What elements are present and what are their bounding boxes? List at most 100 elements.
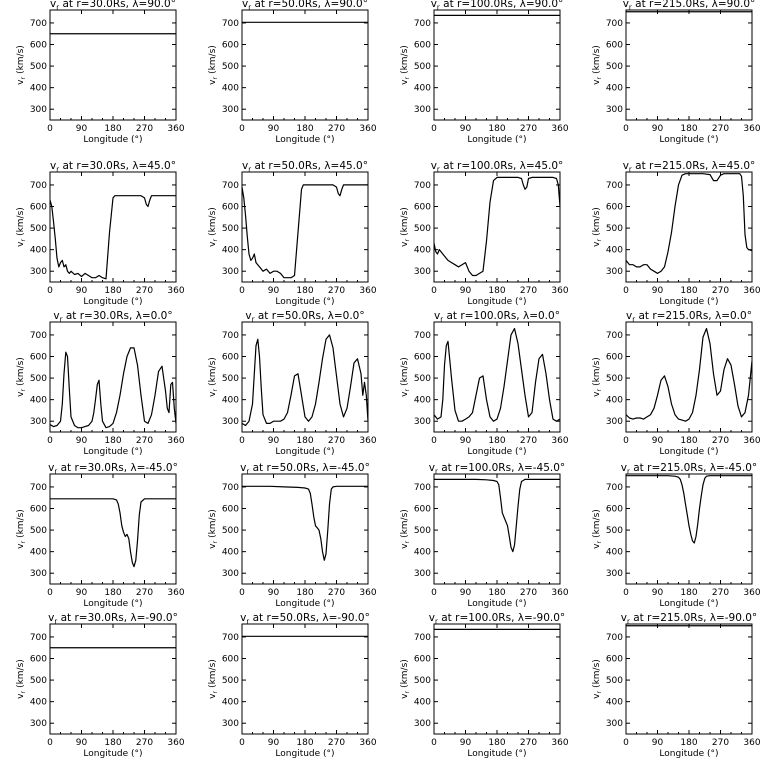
- x-tick-label: 360: [551, 738, 568, 748]
- y-tick-label: 500: [30, 526, 47, 536]
- x-tick-label: 270: [328, 124, 345, 134]
- y-tick-label: 600: [414, 655, 431, 665]
- panel-title-rest: at r=30.0Rs, λ=45.0°: [59, 160, 176, 172]
- plot-frame: [49, 9, 177, 121]
- x-axis-label: Longitude (°): [275, 297, 334, 307]
- y-tick-label: 300: [606, 569, 623, 579]
- y-tick-label: 600: [30, 203, 47, 213]
- x-axis-label: Longitude (°): [659, 297, 718, 307]
- series-line: [626, 475, 752, 544]
- panel-title: vr at r=100.0Rs, λ=-45.0°: [429, 462, 565, 476]
- panel-4-4: vr at r=215.0Rs, λ=-45.0° 0 90 180 270 360 300…: [592, 462, 761, 609]
- y-tick-label: 500: [30, 62, 47, 72]
- x-axis-label: Longitude (°): [467, 135, 526, 145]
- panel-3-2: vr at r=50.0Rs, λ=0.0° 0 90 180 270 360 300 400…: [208, 310, 377, 457]
- panel-title-rest: at r=215.0Rs, λ=45.0°: [632, 160, 755, 172]
- y-tick-label: 400: [222, 548, 239, 558]
- panel-title-var: v: [431, 160, 437, 172]
- x-tick-label: 0: [623, 588, 629, 598]
- x-axis-label: Longitude (°): [467, 599, 526, 609]
- x-tick-label: 180: [488, 738, 505, 748]
- panel-title-rest: at r=215.0Rs, λ=0.0°: [635, 310, 752, 322]
- panel-4-1: vr at r=30.0Rs, λ=-45.0° 0 90 180 270 360 300 4…: [16, 462, 185, 609]
- x-tick-label: 360: [743, 738, 760, 748]
- x-tick-label: 90: [460, 124, 472, 134]
- y-tick-label: 600: [606, 505, 623, 515]
- plot-frame: [625, 623, 753, 735]
- panel-title-sub: r: [54, 468, 57, 476]
- panel-title: vr at r=215.0Rs, λ=0.0°: [626, 310, 752, 324]
- x-tick-label: 0: [431, 286, 437, 296]
- y-tick-label: 300: [30, 719, 47, 729]
- x-tick-label: 270: [328, 436, 345, 446]
- x-axis-label: Longitude (°): [467, 447, 526, 457]
- panel-title-var: v: [240, 462, 246, 474]
- panel-title-sub: r: [246, 618, 249, 626]
- x-tick-label: 0: [431, 124, 437, 134]
- y-tick-label: 300: [606, 105, 623, 115]
- y-tick-label: 400: [606, 698, 623, 708]
- panel-title-sub: r: [629, 4, 632, 12]
- panel-title-rest: at r=100.0Rs, λ=0.0°: [443, 310, 560, 322]
- x-tick-label: 270: [136, 124, 153, 134]
- y-tick-label: 400: [414, 246, 431, 256]
- x-tick-label: 360: [167, 588, 184, 598]
- y-tick-label: 700: [222, 483, 239, 493]
- plot-frame: [625, 9, 753, 121]
- x-tick-label: 0: [431, 436, 437, 446]
- x-axis-label: Longitude (°): [659, 135, 718, 145]
- x-tick-label: 180: [296, 436, 313, 446]
- x-tick-label: 360: [551, 124, 568, 134]
- y-tick-label: 400: [414, 548, 431, 558]
- panel-title-rest: at r=215.0Rs, λ=-90.0°: [630, 612, 757, 624]
- series-line: [433, 176, 561, 277]
- x-tick-label: 180: [296, 738, 313, 748]
- panel-title-var: v: [431, 0, 437, 10]
- y-tick-label: 600: [606, 41, 623, 51]
- x-axis-label: Longitude (°): [467, 749, 526, 759]
- panel-title-var: v: [245, 310, 251, 322]
- x-tick-label: 0: [239, 436, 245, 446]
- y-tick-label: 600: [414, 41, 431, 51]
- x-tick-label: 270: [328, 588, 345, 598]
- y-tick-label: 500: [414, 526, 431, 536]
- x-tick-label: 0: [623, 436, 629, 446]
- y-tick-label: 300: [222, 105, 239, 115]
- panel-title: vr at r=50.0Rs, λ=0.0°: [245, 310, 364, 324]
- x-tick-label: 270: [136, 436, 153, 446]
- panel-title: vr at r=100.0Rs, λ=45.0°: [431, 160, 564, 174]
- y-tick-label: 500: [606, 224, 623, 234]
- y-tick-label: 300: [414, 719, 431, 729]
- panel-title-var: v: [621, 612, 627, 624]
- panel-title: vr at r=30.0Rs, λ=45.0°: [50, 160, 176, 174]
- x-tick-label: 90: [652, 124, 664, 134]
- x-tick-label: 360: [359, 286, 376, 296]
- plot-frame: [241, 623, 369, 735]
- x-tick-label: 360: [743, 436, 760, 446]
- y-axis-label: vr (km/s): [16, 357, 27, 397]
- y-tick-label: 600: [222, 505, 239, 515]
- plot-frame: [433, 473, 561, 585]
- x-tick-label: 180: [104, 286, 121, 296]
- x-tick-label: 270: [712, 436, 729, 446]
- panel-title: vr at r=215.0Rs, λ=90.0°: [623, 0, 756, 12]
- panel-title-sub: r: [440, 316, 443, 324]
- y-tick-label: 300: [30, 105, 47, 115]
- x-axis-label: Longitude (°): [83, 749, 142, 759]
- panel-2-3: vr at r=100.0Rs, λ=45.0° 0 90 180 270 360 300 4…: [400, 160, 569, 307]
- panel-title: vr at r=50.0Rs, λ=-45.0°: [240, 462, 370, 476]
- panel-3-4: vr at r=215.0Rs, λ=0.0° 0 90 180 270 360 300 40…: [592, 310, 761, 457]
- series-line: [625, 173, 753, 274]
- x-tick-label: 90: [76, 588, 88, 598]
- panel-title-rest: at r=100.0Rs, λ=-45.0°: [438, 462, 565, 474]
- y-tick-label: 500: [222, 224, 239, 234]
- x-tick-label: 90: [652, 588, 664, 598]
- x-tick-label: 270: [520, 286, 537, 296]
- y-tick-label: 400: [222, 246, 239, 256]
- panel-title-sub: r: [56, 4, 59, 12]
- panel-title-rest: at r=100.0Rs, λ=90.0°: [440, 0, 563, 10]
- panel-title-rest: at r=30.0Rs, λ=90.0°: [59, 0, 176, 10]
- panel-title-var: v: [48, 462, 54, 474]
- x-tick-label: 90: [76, 738, 88, 748]
- x-tick-label: 360: [551, 286, 568, 296]
